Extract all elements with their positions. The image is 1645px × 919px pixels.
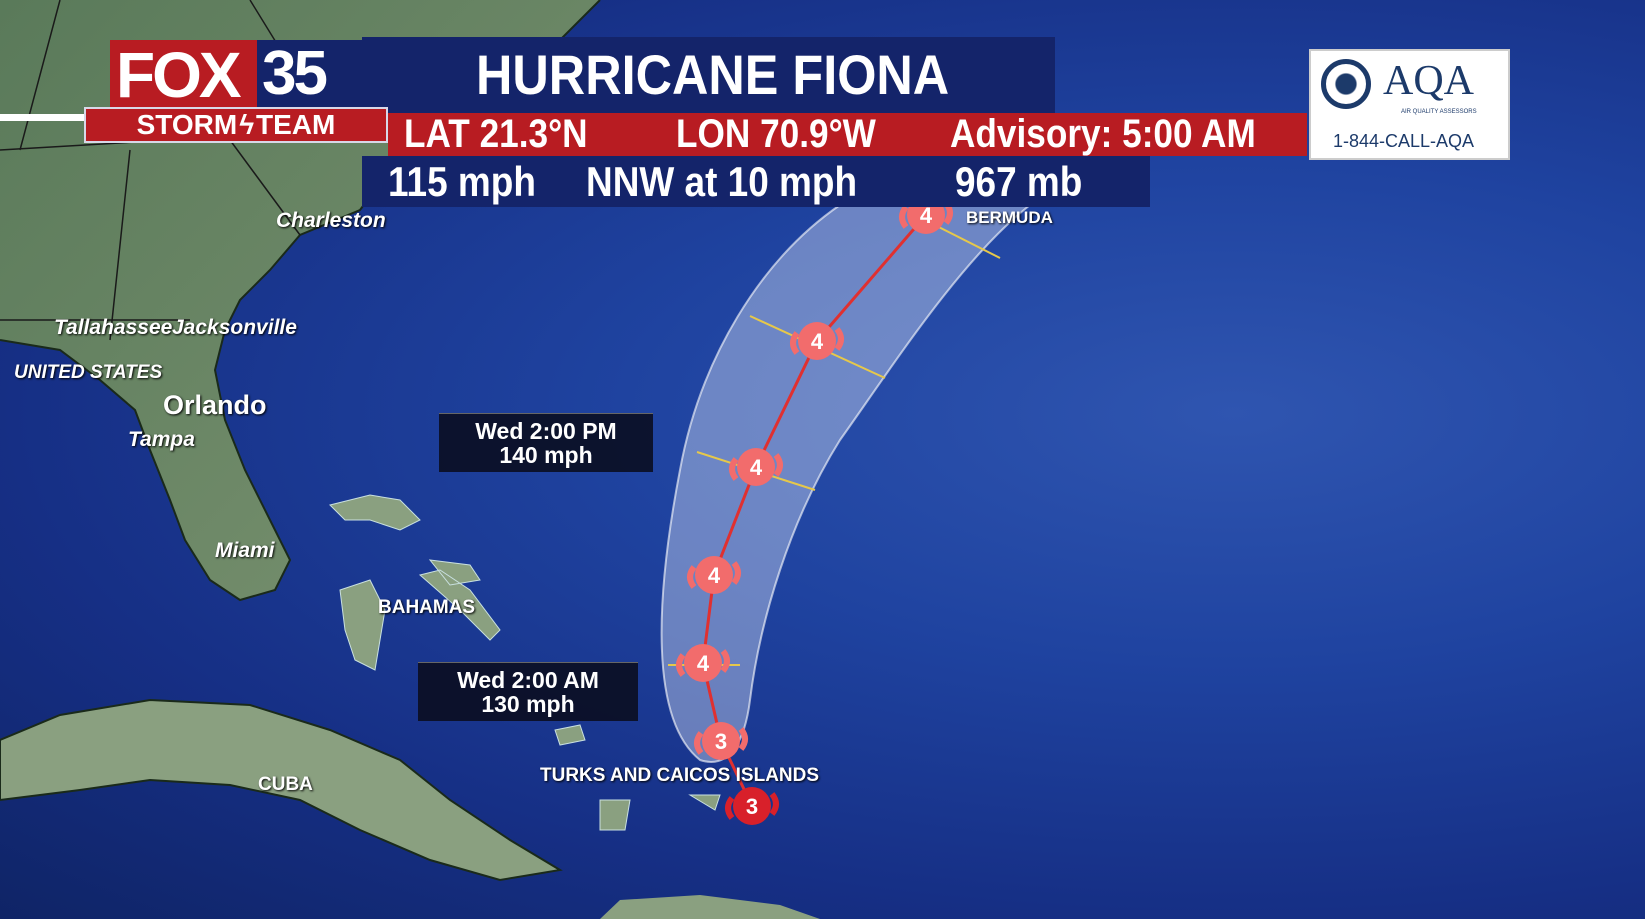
category-circle <box>798 322 836 360</box>
stats-bar <box>362 156 1150 207</box>
lightning-bolt-icon: ϟ <box>239 109 255 140</box>
pressure: 967 mb <box>955 158 1083 205</box>
hurricane-symbol-icon <box>676 649 730 677</box>
fox-logo: FOX <box>110 39 257 111</box>
label-cuba: CUBA <box>258 774 313 795</box>
label-turks-caicos: TURKS AND CAICOS ISLANDS <box>540 765 820 786</box>
category-circle <box>695 556 733 594</box>
advisory-bar <box>388 113 1307 156</box>
current-position-marker: 3 <box>725 787 779 825</box>
category-circle <box>737 448 775 486</box>
channel-bg <box>257 40 362 108</box>
label-orlando: Orlando <box>163 390 267 420</box>
category-label: 4 <box>697 651 710 676</box>
forecast-wind: 140 mph <box>499 442 593 468</box>
forecast-point-marker: 4 <box>729 448 783 486</box>
category-label: 3 <box>715 729 727 754</box>
label-tallahassee: Tallahassee <box>54 316 173 339</box>
hurricane-symbol-icon <box>694 727 748 755</box>
category-label: 4 <box>920 203 933 228</box>
advisory-time: Advisory: 5:00 AM <box>950 112 1256 156</box>
hurricane-symbol-icon <box>687 561 741 589</box>
forecast-time: Wed 2:00 AM <box>457 667 599 693</box>
channel-number: 35 <box>262 39 328 108</box>
forecast-point-marker: 3 <box>694 722 748 760</box>
hurricane-symbol-icon <box>790 327 844 355</box>
storm-title: HURRICANE FIONA <box>476 43 950 106</box>
forecast-time: Wed 2:00 PM <box>475 418 617 444</box>
max-wind: 115 mph <box>388 158 536 205</box>
category-circle <box>702 722 740 760</box>
category-circle <box>733 787 771 825</box>
label-jacksonville: Jacksonville <box>172 316 297 339</box>
forecast-point-marker: 4 <box>676 644 730 682</box>
label-miami: Miami <box>215 539 275 562</box>
label-tampa: Tampa <box>128 428 195 451</box>
movement: NNW at 10 mph <box>586 158 858 205</box>
magnifier-eye-icon <box>1321 59 1371 109</box>
category-label: 3 <box>746 794 758 819</box>
label-bermuda: BERMUDA <box>966 208 1053 227</box>
forecast-box-wed-am: Wed 2:00 AM 130 mph <box>418 662 638 721</box>
header-accent-line <box>0 114 90 121</box>
sponsor-logo: AQA AIR QUALITY ASSESSORS 1-844-CALL-AQA <box>1309 49 1510 160</box>
longitude: LON 70.9°W <box>676 112 876 156</box>
storm-team-logo: STORM ϟ TEAM <box>84 107 388 143</box>
cuba-landmass <box>0 698 563 882</box>
label-united-states: UNITED STATES <box>14 362 163 383</box>
hurricane-symbol-icon <box>725 792 779 820</box>
label-bahamas: BAHAMAS <box>378 597 476 618</box>
forecast-cone <box>660 204 1033 763</box>
hurricane-symbol-icon <box>729 453 783 481</box>
title-bar <box>362 37 1055 113</box>
bahamas-islands <box>329 494 721 831</box>
category-label: 4 <box>750 455 763 480</box>
category-label: 4 <box>811 329 824 354</box>
forecast-box-wed-pm: Wed 2:00 PM 140 mph <box>439 413 653 472</box>
category-circle <box>684 644 722 682</box>
forecast-wind: 130 mph <box>481 691 575 717</box>
category-label: 4 <box>708 563 721 588</box>
forecast-point-marker: 4 <box>790 322 844 360</box>
hispaniola-landmass <box>600 895 820 919</box>
latitude: LAT 21.3°N <box>404 112 588 156</box>
label-charleston: Charleston <box>276 209 386 232</box>
forecast-point-marker: 4 <box>687 556 741 594</box>
